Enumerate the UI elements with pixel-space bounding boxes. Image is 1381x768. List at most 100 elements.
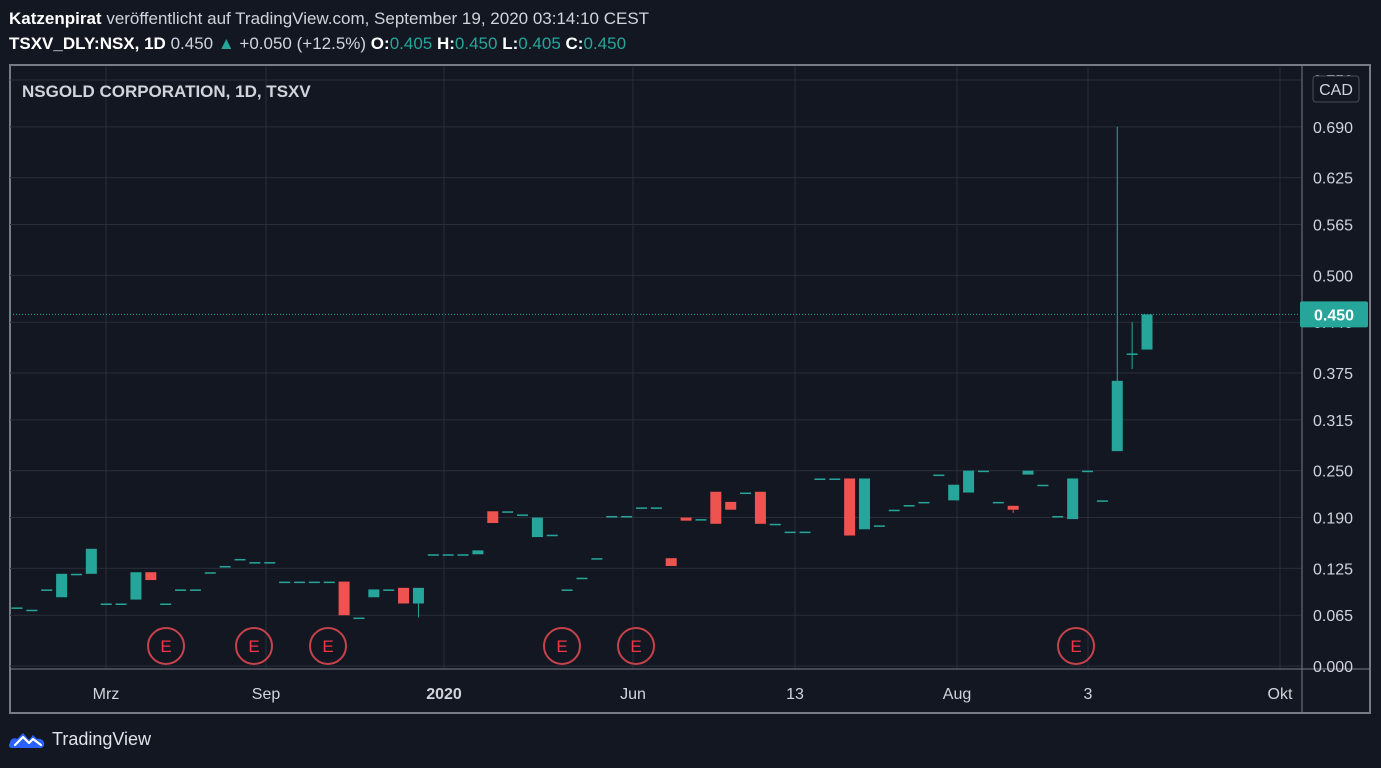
candle	[948, 484, 960, 501]
candle-body	[784, 531, 796, 534]
earnings-marker[interactable]: E	[309, 627, 347, 665]
candle	[160, 603, 172, 605]
candle-body	[338, 581, 350, 616]
candle	[873, 525, 885, 527]
candle-body	[353, 617, 365, 620]
candle	[1007, 505, 1019, 513]
candle-body	[100, 603, 112, 605]
candle	[85, 548, 97, 574]
time-tick: Sep	[252, 686, 281, 703]
candle	[992, 501, 1004, 504]
candle-body	[383, 589, 395, 591]
candle	[442, 554, 454, 556]
candle	[487, 511, 499, 524]
candle-body	[635, 507, 647, 509]
currency-badge[interactable]	[1312, 75, 1360, 103]
candle-body	[1067, 478, 1079, 520]
candle-body	[457, 554, 469, 556]
candle	[933, 474, 945, 477]
candle	[903, 505, 915, 507]
candle	[472, 550, 484, 555]
chart-frame	[9, 64, 1371, 714]
candle-body	[873, 525, 885, 527]
open-label: O:	[370, 34, 390, 53]
candle	[457, 554, 469, 556]
candle	[41, 589, 53, 591]
open-value: 0.405	[389, 34, 433, 53]
close-value: 0.450	[583, 34, 627, 53]
candle	[279, 581, 291, 584]
candle	[591, 558, 603, 560]
price-axis[interactable]: 0.0000.0650.1250.1900.2500.3150.3750.440…	[1313, 73, 1353, 676]
time-tick: 13	[786, 686, 804, 703]
earnings-marker[interactable]: E	[235, 627, 273, 665]
candle	[963, 470, 975, 493]
published-text: veröffentlicht auf TradingView.com, Sept…	[106, 9, 650, 28]
candle-body	[903, 505, 915, 507]
candle-body	[1082, 470, 1094, 473]
candle-body	[710, 491, 722, 524]
earnings-circle	[1057, 627, 1095, 665]
candle	[264, 562, 276, 564]
time-axis[interactable]: Mrz Sep 2020 Jun 13 Aug 3 Okt	[93, 686, 1293, 703]
candle-body	[680, 517, 692, 521]
price-tick: 0.625	[1313, 171, 1353, 188]
earnings-marker[interactable]: E	[147, 627, 185, 665]
candle-body	[576, 577, 588, 580]
candle	[680, 517, 692, 521]
earnings-marker[interactable]: E	[543, 627, 581, 665]
tradingview-logo-icon	[8, 733, 45, 748]
candle	[115, 603, 127, 605]
candle	[784, 531, 796, 534]
candle	[665, 558, 677, 566]
candle	[546, 534, 558, 537]
candle	[26, 609, 38, 612]
candle	[621, 515, 633, 518]
author-name[interactable]: Katzenpirat	[9, 9, 102, 28]
candle-body	[591, 558, 603, 560]
candle	[368, 589, 380, 598]
candle	[725, 501, 737, 510]
candle-body	[145, 572, 157, 581]
candles	[11, 126, 1153, 620]
candle	[204, 572, 216, 574]
candle-body	[948, 484, 960, 501]
candle	[189, 589, 201, 591]
candle	[695, 519, 707, 521]
time-tick: Okt	[1268, 686, 1293, 703]
price-chart[interactable]: E E E E E E 0.000 0.065 0.125 0.190 0.250 0.315 0.3…	[0, 0, 1381, 728]
candle	[294, 581, 305, 584]
tradingview-branding[interactable]: TradingView	[8, 728, 151, 750]
candle	[844, 478, 856, 536]
candle	[398, 587, 410, 604]
candle	[635, 507, 647, 509]
candle	[249, 562, 261, 564]
candle-body	[1022, 470, 1034, 475]
candle-body	[740, 492, 752, 495]
candle-body	[234, 558, 246, 561]
candle-body	[725, 501, 737, 510]
high-label: H:	[436, 34, 455, 53]
triangle-up-icon: ▲	[217, 34, 235, 53]
candle-body	[11, 607, 23, 609]
candle	[1141, 314, 1153, 350]
price-tick: 0.065	[1313, 608, 1353, 625]
price-tick: 0.375	[1313, 366, 1353, 383]
earnings-marker[interactable]: E	[1057, 627, 1095, 665]
price-tick: 0.250	[1313, 464, 1353, 481]
candle	[918, 501, 930, 504]
candle	[740, 492, 752, 495]
candle-body	[665, 558, 677, 566]
candle	[829, 478, 841, 480]
price-tick: 0.000	[1313, 659, 1353, 676]
time-tick: Jun	[620, 686, 646, 703]
candle-body	[249, 562, 261, 564]
low-value: 0.405	[518, 34, 561, 53]
candle-body	[1007, 505, 1019, 510]
candle	[383, 589, 395, 591]
candle-body	[1037, 484, 1049, 487]
earnings-marker[interactable]: E	[617, 627, 655, 665]
candle-body	[621, 515, 633, 518]
earnings-circle	[617, 627, 655, 665]
price-change: +0.050 (+12.5%)	[239, 34, 367, 53]
